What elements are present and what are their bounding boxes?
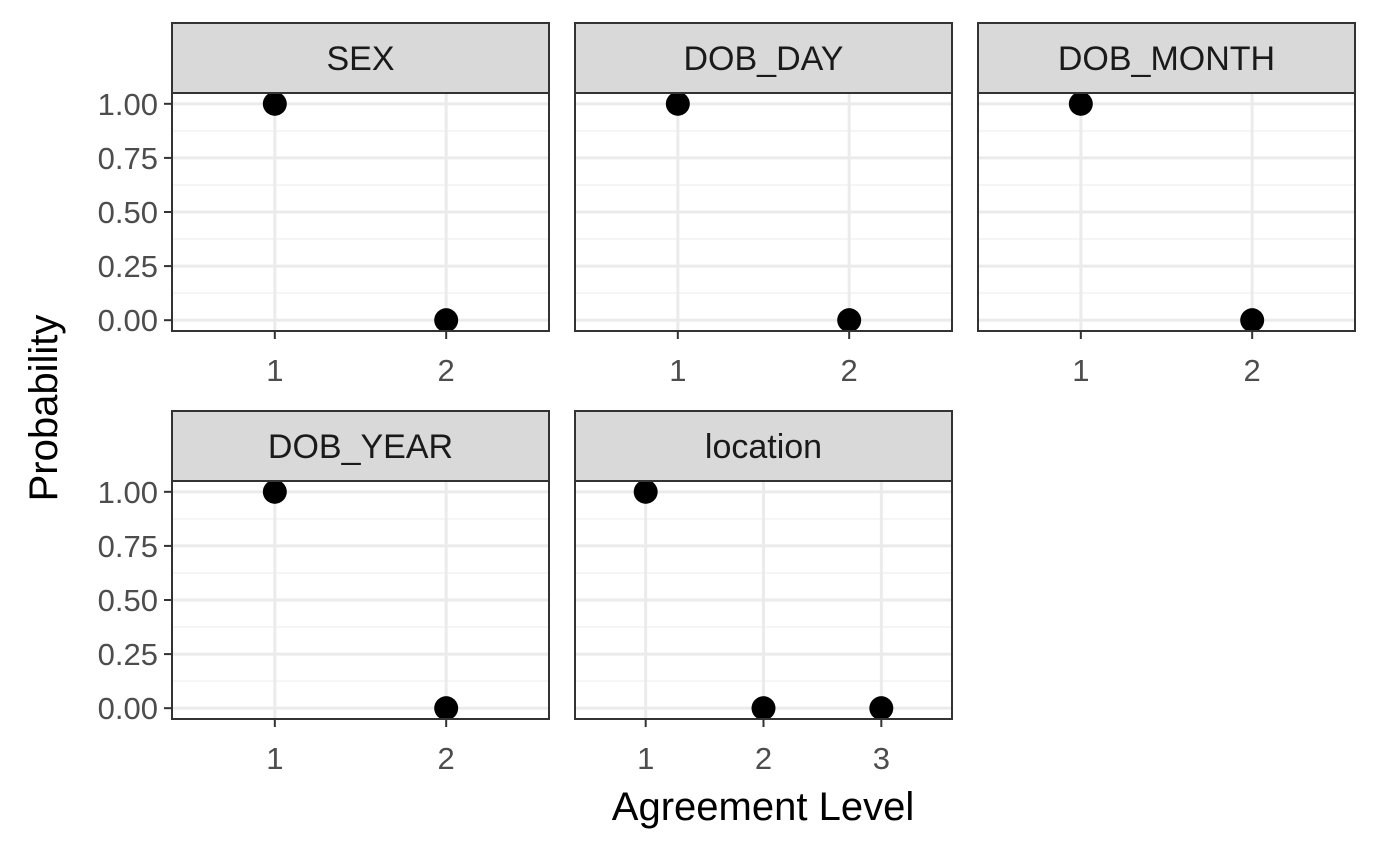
data-point	[665, 91, 690, 116]
facet-panel-0: SEX 1 2 0.00 0.25 0.50 0.75 1.00	[98, 22, 550, 388]
x-tick-label: 1	[669, 353, 686, 388]
strip-title: SEX	[326, 40, 394, 78]
y-tick-label: 0.25	[98, 249, 158, 284]
x-tick-label: 3	[873, 741, 890, 776]
y-tick-label: 0.50	[98, 583, 158, 618]
strip-background	[574, 410, 953, 482]
y-tick-label: 1.00	[98, 475, 158, 510]
x-tick-label: 2	[438, 741, 455, 776]
data-point	[434, 308, 459, 333]
strip-background	[977, 22, 1356, 94]
strip-background	[574, 22, 953, 94]
y-axis-title: Probability	[22, 315, 66, 502]
x-tick-label: 2	[1244, 353, 1261, 388]
strip-title: location	[705, 428, 822, 466]
x-tick-label: 1	[637, 741, 654, 776]
x-tick-label: 1	[266, 353, 283, 388]
x-tick-label: 1	[1072, 353, 1089, 388]
data-point	[434, 696, 459, 721]
facet-panel-3: DOB_YEAR 1 2 0.00 0.25 0.50 0.75 1.00	[98, 410, 550, 776]
data-point	[262, 479, 287, 504]
y-tick-label: 0.75	[98, 529, 158, 564]
strip-title: DOB_MONTH	[1058, 40, 1275, 78]
y-tick-label: 0.50	[98, 195, 158, 230]
x-tick-label: 2	[755, 741, 772, 776]
x-tick-label: 2	[438, 353, 455, 388]
data-point	[262, 91, 287, 116]
strip-title: DOB_YEAR	[268, 428, 453, 466]
data-point	[633, 479, 658, 504]
data-point	[1240, 308, 1265, 333]
data-point	[837, 308, 862, 333]
data-point	[1068, 91, 1093, 116]
data-point	[869, 696, 894, 721]
y-tick-label: 1.00	[98, 87, 158, 122]
x-axis-title: Agreement Level	[612, 785, 914, 829]
y-tick-label: 0.25	[98, 637, 158, 672]
x-tick-label: 2	[841, 353, 858, 388]
facet-panel-4: location 1 2 3	[574, 410, 953, 776]
data-point	[751, 696, 776, 721]
facet-panel-1: DOB_DAY 1 2	[574, 22, 953, 388]
strip-background	[171, 22, 550, 94]
facet-panel-2: DOB_MONTH 1 2	[977, 22, 1356, 388]
y-tick-label: 0.00	[98, 691, 158, 726]
x-tick-label: 1	[266, 741, 283, 776]
y-tick-label: 0.75	[98, 141, 158, 176]
strip-title: DOB_DAY	[684, 40, 844, 78]
y-tick-label: 0.00	[98, 303, 158, 338]
strip-background	[171, 410, 550, 482]
